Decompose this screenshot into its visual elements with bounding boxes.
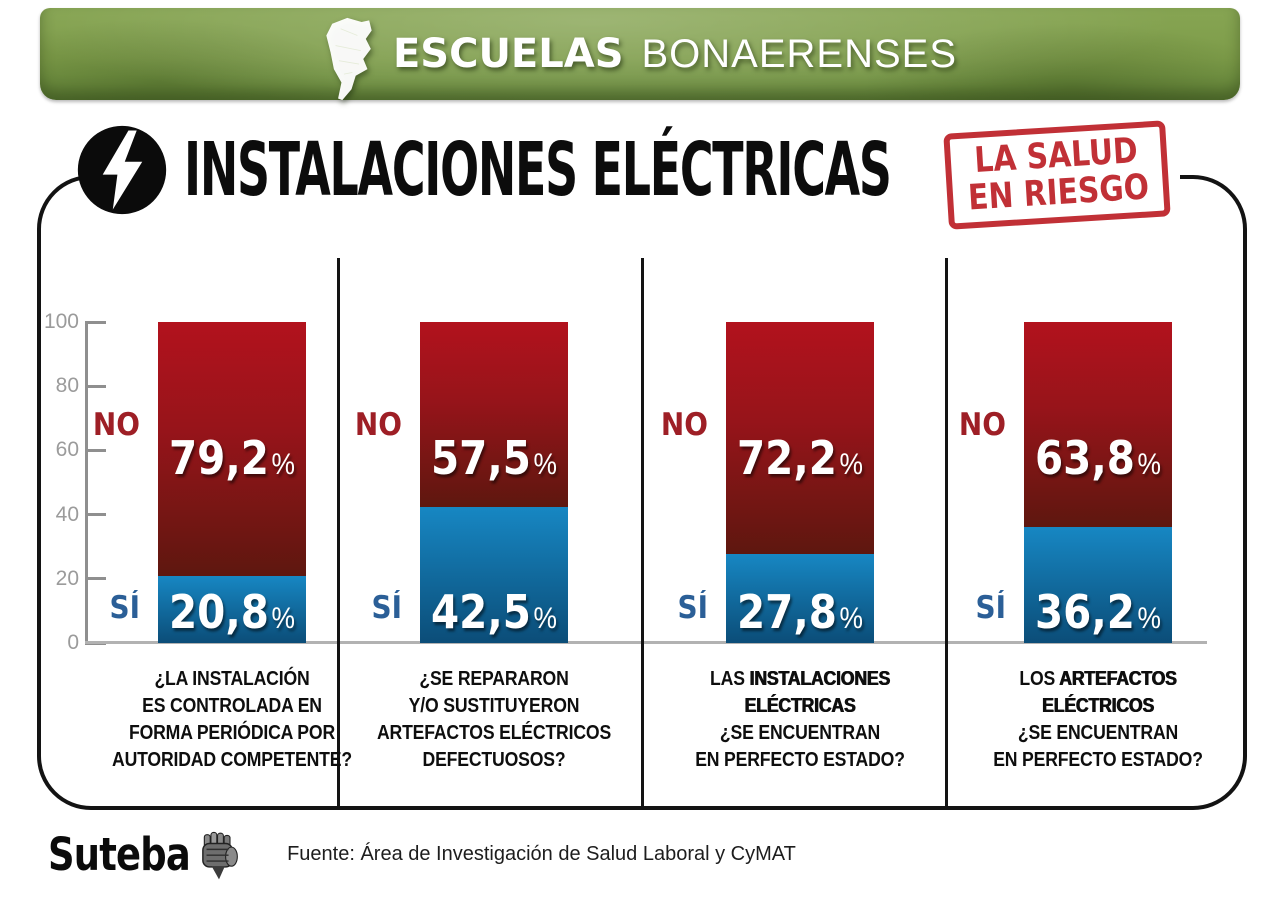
si-label: SÍ bbox=[371, 590, 402, 626]
percent-sign: % bbox=[533, 602, 558, 635]
question-line: AUTORIDAD COMPETENTE? bbox=[112, 748, 352, 772]
y-tick-mark bbox=[85, 384, 106, 388]
question-line: FORMA PERIÓDICA POR bbox=[128, 721, 336, 745]
y-tick-label: 20 bbox=[55, 566, 79, 590]
question-line: ARTEFACTOS ELÉCTRICOS bbox=[376, 721, 612, 745]
bar-segment-si bbox=[158, 576, 306, 643]
si-value: 36,2% bbox=[1034, 585, 1162, 639]
risk-stamp: LA SALUD EN RIESGO bbox=[943, 120, 1171, 230]
y-tick-label: 0 bbox=[67, 631, 79, 654]
question-line: ¿SE ENCUENTRAN bbox=[1017, 721, 1179, 745]
question-line: LAS INSTALACIONES bbox=[710, 667, 890, 690]
question-line: ¿LA INSTALACIÓN bbox=[154, 667, 310, 690]
si-value: 42,5% bbox=[430, 585, 558, 639]
bar-group: NO 63,8% SÍ 36,2% bbox=[959, 322, 1172, 643]
percent-sign: % bbox=[271, 602, 296, 635]
no-label: NO bbox=[354, 407, 402, 443]
no-label: NO bbox=[660, 407, 708, 443]
bar-group: NO 72,2% SÍ 27,8% bbox=[661, 322, 874, 643]
question-line: ¿SE ENCUENTRAN bbox=[719, 721, 881, 745]
footer: Suteba Fuente: Área de Investigación de … bbox=[48, 822, 796, 886]
column-divider bbox=[336, 258, 340, 806]
y-tick-mark bbox=[85, 513, 106, 517]
bar-segment-no bbox=[1024, 322, 1172, 527]
y-tick-label: 60 bbox=[55, 438, 79, 462]
percent-sign: % bbox=[1137, 448, 1162, 481]
question-label: ¿SE REPARARON Y/O SUSTITUYERON ARTEFACTOS … bbox=[356, 665, 631, 773]
bar-segment-si bbox=[420, 506, 568, 643]
percent-sign: % bbox=[1137, 602, 1162, 635]
column-divider bbox=[640, 258, 644, 806]
bar-segment-si bbox=[726, 553, 874, 643]
suteba-logo-text: Suteba bbox=[48, 827, 191, 881]
y-tick-mark bbox=[85, 320, 106, 324]
y-tick-mark bbox=[85, 577, 106, 581]
brand-escuelas: ESCUELAS bbox=[392, 31, 624, 77]
no-value: 72,2% bbox=[736, 431, 864, 485]
lightning-bolt-icon bbox=[76, 124, 168, 216]
page-title: INSTALACIONES ELÉCTRICAS bbox=[184, 127, 892, 213]
y-tick-label: 40 bbox=[55, 502, 79, 526]
si-value: 27,8% bbox=[736, 585, 864, 639]
buenos-aires-province-icon bbox=[326, 17, 372, 101]
no-value: 57,5% bbox=[430, 431, 558, 485]
percent-sign: % bbox=[839, 602, 864, 635]
si-label: SÍ bbox=[109, 590, 140, 626]
plot-area: 0 20 40 60 80 100 NO 79,2% SÍ 20,8% ¿LA INSTA… bbox=[41, 179, 1243, 806]
bar-segment-no bbox=[726, 322, 874, 554]
bar-segment-si bbox=[1024, 526, 1172, 643]
question-line: ¿SE REPARARON bbox=[419, 667, 569, 690]
y-tick-label: 80 bbox=[55, 374, 79, 398]
fist-icon bbox=[197, 825, 241, 886]
question-line: ELÉCTRICAS bbox=[744, 694, 856, 718]
no-label: NO bbox=[92, 407, 140, 443]
percent-sign: % bbox=[839, 448, 864, 481]
question-label: LAS INSTALACIONES ELÉCTRICAS ¿SE ENCUENTRA… bbox=[662, 665, 937, 773]
brand-bonaerenses: BONAERENSES bbox=[641, 31, 958, 76]
stamp-line-2: EN RIESGO bbox=[966, 167, 1150, 219]
source-text: Fuente: Área de Investigación de Salud L… bbox=[287, 842, 796, 865]
chart-container: 0 20 40 60 80 100 NO 79,2% SÍ 20,8% ¿LA INSTA… bbox=[37, 175, 1247, 810]
bar-group: NO 79,2% SÍ 20,8% bbox=[93, 322, 306, 643]
y-tick-mark bbox=[85, 448, 106, 452]
si-label: SÍ bbox=[677, 590, 708, 626]
column-divider bbox=[944, 258, 948, 806]
question-line: DEFECTUOSOS? bbox=[422, 748, 566, 772]
question-line: EN PERFECTO ESTADO? bbox=[993, 748, 1203, 772]
bar-group: NO 57,5% SÍ 42,5% bbox=[355, 322, 568, 643]
y-tick-label: 100 bbox=[43, 310, 79, 333]
bar-segment-no bbox=[420, 322, 568, 507]
no-value: 79,2% bbox=[168, 431, 296, 485]
y-axis bbox=[85, 322, 88, 644]
question-label: ¿LA INSTALACIÓN ES CONTROLADA EN FORMA PER… bbox=[94, 665, 369, 773]
percent-sign: % bbox=[271, 448, 296, 481]
header-banner: ESCUELAS BONAERENSES bbox=[40, 8, 1240, 101]
bar-segment-no bbox=[158, 322, 306, 577]
percent-sign: % bbox=[533, 448, 558, 481]
zero-baseline bbox=[85, 641, 1207, 644]
question-label: LOS ARTEFACTOS ELÉCTRICOS ¿SE ENCUENTRAN EN… bbox=[960, 665, 1235, 773]
no-value: 63,8% bbox=[1034, 431, 1162, 485]
si-value: 20,8% bbox=[168, 585, 296, 639]
question-line: Y/O SUSTITUYERON bbox=[408, 694, 580, 718]
no-label: NO bbox=[958, 407, 1006, 443]
question-line: EN PERFECTO ESTADO? bbox=[695, 748, 905, 772]
si-label: SÍ bbox=[975, 590, 1006, 626]
question-line: ES CONTROLADA EN bbox=[142, 694, 322, 718]
question-line: LOS ARTEFACTOS bbox=[1019, 667, 1177, 690]
question-line: ELÉCTRICOS bbox=[1042, 694, 1154, 718]
